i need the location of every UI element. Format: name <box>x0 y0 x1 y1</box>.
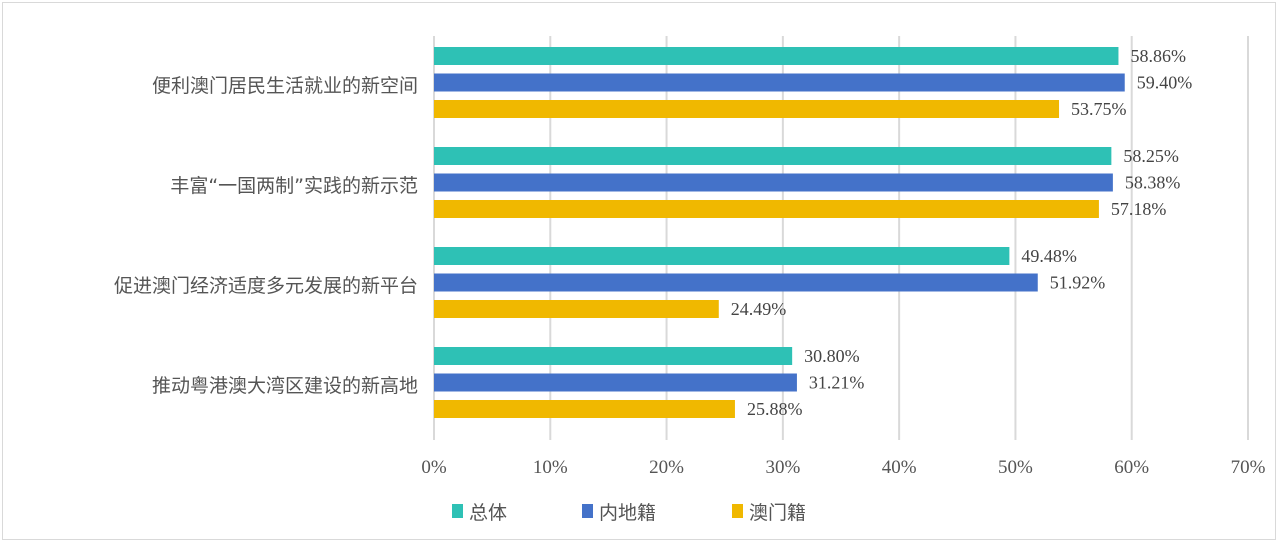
bar-内地籍 <box>434 273 1038 292</box>
category-label: 促进澳门经济适度多元发展的新平台 <box>114 275 418 297</box>
x-tick-label: 40% <box>882 457 917 478</box>
bar-澳门籍 <box>434 100 1060 118</box>
category-label: 便利澳门居民生活就业的新空间 <box>152 75 418 97</box>
x-tick-label: 10% <box>533 457 568 478</box>
x-tick-label: 70% <box>1231 457 1266 478</box>
data-label: 24.49% <box>731 299 787 319</box>
data-label: 30.80% <box>804 346 860 366</box>
bar-总体 <box>434 347 793 365</box>
data-label: 31.21% <box>809 373 865 393</box>
legend-swatch <box>452 504 463 518</box>
data-label: 59.40% <box>1137 73 1193 93</box>
data-label: 57.18% <box>1111 199 1167 219</box>
bar-内地籍 <box>434 373 797 392</box>
legend-label: 澳门籍 <box>749 502 806 524</box>
bar-澳门籍 <box>434 200 1099 218</box>
bar-内地籍 <box>434 73 1125 92</box>
legend-swatch <box>732 504 743 518</box>
legend-label: 内地籍 <box>599 502 656 524</box>
legend-swatch <box>582 504 593 518</box>
bar-总体 <box>434 147 1112 165</box>
bar-澳门籍 <box>434 400 735 418</box>
data-label: 49.48% <box>1021 246 1077 266</box>
data-label: 58.25% <box>1123 146 1179 166</box>
x-tick-label: 20% <box>649 457 684 478</box>
x-tick-label: 0% <box>421 457 447 478</box>
data-label: 58.86% <box>1130 46 1186 66</box>
bar-澳门籍 <box>434 300 719 318</box>
bar-总体 <box>434 247 1010 265</box>
data-label: 25.88% <box>747 399 803 419</box>
bar-内地籍 <box>434 173 1113 192</box>
bar-总体 <box>434 47 1119 65</box>
x-tick-label: 60% <box>1114 457 1149 478</box>
data-label: 53.75% <box>1071 99 1127 119</box>
data-label: 51.92% <box>1050 273 1106 293</box>
category-label: 推动粤港澳大湾区建设的新高地 <box>152 375 418 397</box>
x-tick-label: 30% <box>765 457 800 478</box>
x-tick-label: 50% <box>998 457 1033 478</box>
data-label: 58.38% <box>1125 173 1181 193</box>
legend-label: 总体 <box>469 502 507 524</box>
category-label: 丰富“一国两制”实践的新示范 <box>170 175 418 197</box>
